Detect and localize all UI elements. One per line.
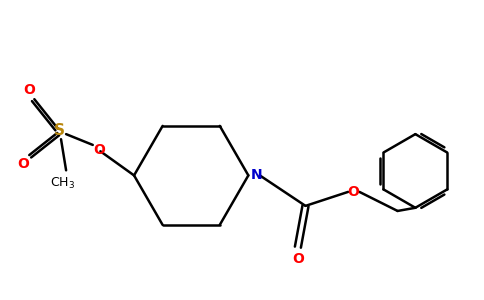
Text: S: S	[54, 123, 65, 138]
Text: O: O	[93, 143, 105, 157]
Text: O: O	[347, 185, 359, 199]
Text: N: N	[251, 168, 262, 182]
Text: CH$_3$: CH$_3$	[50, 176, 76, 191]
Text: O: O	[17, 157, 29, 171]
Text: O: O	[292, 252, 304, 266]
Text: O: O	[23, 83, 35, 97]
